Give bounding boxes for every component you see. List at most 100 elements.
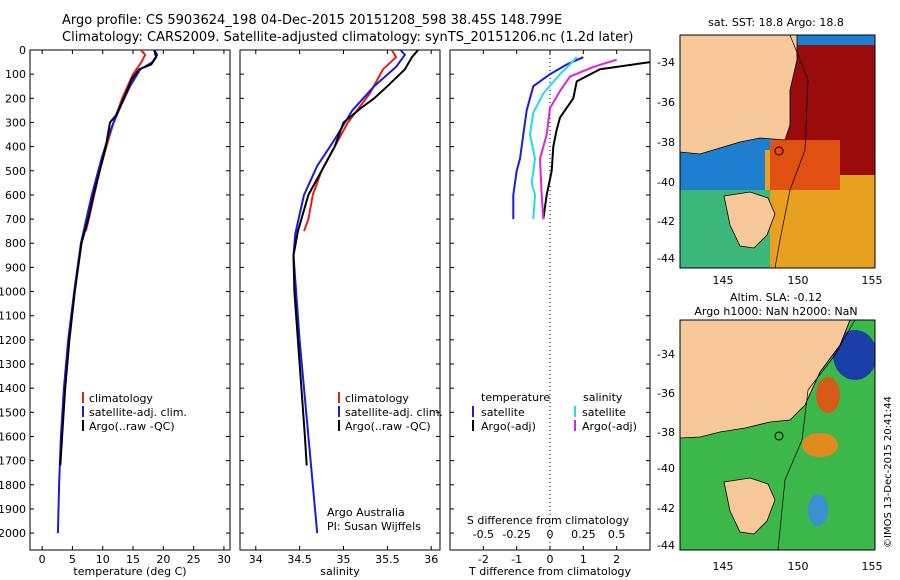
sla-anomaly-warm bbox=[816, 377, 840, 413]
map1-xtick: 145 bbox=[713, 274, 734, 287]
sal-legend: climatology satellite-adj. clim. Argo(..… bbox=[327, 392, 443, 533]
map2-ytick: -34 bbox=[657, 348, 675, 361]
depth-tick-label: 1600 bbox=[0, 430, 26, 443]
temp-xtick-label: 5 bbox=[69, 553, 76, 566]
diff-series-1 bbox=[542, 61, 651, 220]
sal-xtick-label: 34 bbox=[249, 553, 263, 566]
diff-top-tick-label: 0.5 bbox=[608, 528, 626, 541]
legend-title-salinity: salinity bbox=[583, 391, 623, 404]
depth-tick-label: 100 bbox=[5, 68, 26, 81]
sal-xlabel: salinity bbox=[320, 565, 360, 578]
depth-tick-label: 200 bbox=[5, 92, 26, 105]
sla-map bbox=[680, 320, 875, 550]
depth-tick-label: 1800 bbox=[0, 479, 26, 492]
map2-subtitle: Argo h1000: NaN h2000: NaN bbox=[694, 305, 857, 318]
diff-top-tick-label: -0.5 bbox=[473, 528, 494, 541]
map1-ytick: -42 bbox=[657, 215, 675, 228]
sla-anomaly-cold bbox=[833, 330, 875, 380]
footer-credit: ©IMOS 13-Dec-2015 20:41:44 bbox=[883, 396, 894, 548]
temp-xtick-label: 20 bbox=[156, 553, 170, 566]
legend-entry: Argo(..raw -QC) bbox=[89, 420, 175, 433]
map2-xtick: 155 bbox=[862, 560, 883, 573]
temp-xtick-label: 30 bbox=[217, 553, 231, 566]
temp-xtick-label: 25 bbox=[187, 553, 201, 566]
isobath-line bbox=[777, 320, 856, 550]
sal-xtick-label: 36 bbox=[424, 553, 438, 566]
diff-series-3 bbox=[539, 58, 617, 220]
sal-xtick-label: 34.5 bbox=[287, 553, 312, 566]
sal-series-1 bbox=[292, 49, 406, 534]
map1-title: sat. SST: 18.8 Argo: 18.8 bbox=[708, 16, 844, 29]
depth-tick-label: 1500 bbox=[0, 406, 26, 419]
legend-entry: climatology bbox=[89, 392, 153, 405]
map1-ytick: -38 bbox=[657, 136, 675, 149]
depth-tick-label: 700 bbox=[5, 213, 26, 226]
sla-anomaly-warm-2 bbox=[802, 433, 838, 457]
sal-series-2 bbox=[292, 49, 419, 466]
map1-ytick: -36 bbox=[657, 96, 675, 109]
diff-top-tick-label: -0.25 bbox=[502, 528, 530, 541]
legend-entry: climatology bbox=[345, 392, 409, 405]
temp-panel: 0 5 10 15 20 25 300100200300400500600700800900… bbox=[0, 44, 231, 566]
map1-frame bbox=[679, 34, 876, 269]
map2-ytick: -42 bbox=[657, 502, 675, 515]
map2-frame bbox=[679, 319, 876, 551]
map1-xtick: 150 bbox=[788, 274, 809, 287]
diff-xlabel-top: S difference from climatology bbox=[467, 514, 630, 527]
temp-xtick-label: 0 bbox=[39, 553, 46, 566]
depth-tick-label: 1900 bbox=[0, 503, 26, 516]
temp-xtick-label: 15 bbox=[126, 553, 140, 566]
legend-entry: satellite bbox=[481, 406, 525, 419]
depth-tick-label: 300 bbox=[5, 116, 26, 129]
map1-ytick: -34 bbox=[657, 56, 675, 69]
map2-ytick: -36 bbox=[657, 387, 675, 400]
temp-legend: climatology satellite-adj. clim. Argo(..… bbox=[82, 392, 187, 433]
diff-xtick-label: -2 bbox=[478, 553, 489, 566]
legend-entry: satellite-adj. clim. bbox=[345, 406, 443, 419]
diff-series-0 bbox=[512, 56, 584, 220]
land-mainland bbox=[680, 35, 798, 155]
sal-panel: 34 34.5 35 35.5 36 bbox=[240, 49, 440, 566]
figure-title-line1: Argo profile: CS 5903624_198 04-Dec-2015… bbox=[62, 13, 563, 28]
sal-series-0 bbox=[303, 49, 398, 232]
depth-tick-label: 1700 bbox=[0, 455, 26, 468]
diff-xtick-label: 1 bbox=[580, 553, 587, 566]
diff-top-tick-label: 0.25 bbox=[571, 528, 596, 541]
map1-ytick: -44 bbox=[657, 252, 675, 265]
diff-series-2 bbox=[529, 56, 578, 220]
depth-tick-label: 0 bbox=[19, 44, 26, 57]
legend-entry: satellite bbox=[582, 406, 626, 419]
map2-xtick: 145 bbox=[713, 560, 734, 573]
diff-legend: temperature salinity satellite Argo(-adj… bbox=[472, 391, 637, 433]
sla-anomaly-cool bbox=[808, 494, 828, 526]
depth-tick-label: 900 bbox=[5, 261, 26, 274]
depth-tick-label: 1400 bbox=[0, 382, 26, 395]
sal-xtick-label: 35 bbox=[337, 553, 351, 566]
legend-entry: Argo(-adj) bbox=[582, 420, 637, 433]
depth-tick-label: 400 bbox=[5, 141, 26, 154]
depth-tick-label: 1300 bbox=[0, 358, 26, 371]
land-mainland bbox=[680, 320, 851, 439]
diff-xtick-label: 2 bbox=[613, 553, 620, 566]
annotation-pi: PI: Susan Wijffels bbox=[327, 520, 421, 533]
depth-tick-label: 600 bbox=[5, 189, 26, 202]
map2-ytick: -40 bbox=[657, 462, 675, 475]
temp-xtick-label: 10 bbox=[96, 553, 110, 566]
temp-series-2 bbox=[59, 49, 158, 466]
temp-xlabel: temperature (deg C) bbox=[73, 565, 186, 578]
sal-xtick-label: 35.5 bbox=[375, 553, 400, 566]
depth-tick-label: 1100 bbox=[0, 310, 26, 323]
legend-entry: satellite-adj. clim. bbox=[89, 406, 187, 419]
legend-title-temperature: temperature bbox=[481, 391, 550, 404]
argo-position-marker bbox=[774, 431, 784, 441]
depth-tick-label: 500 bbox=[5, 165, 26, 178]
diff-xlabel: T difference from climatology bbox=[468, 565, 631, 578]
annotation-argo-australia: Argo Australia bbox=[327, 506, 405, 519]
temp-series-1 bbox=[56, 49, 159, 534]
diff-xtick-label: -1 bbox=[511, 553, 522, 566]
depth-tick-label: 2000 bbox=[0, 527, 26, 540]
land-tasmania bbox=[723, 477, 776, 535]
sal-panel-frame bbox=[239, 49, 441, 551]
